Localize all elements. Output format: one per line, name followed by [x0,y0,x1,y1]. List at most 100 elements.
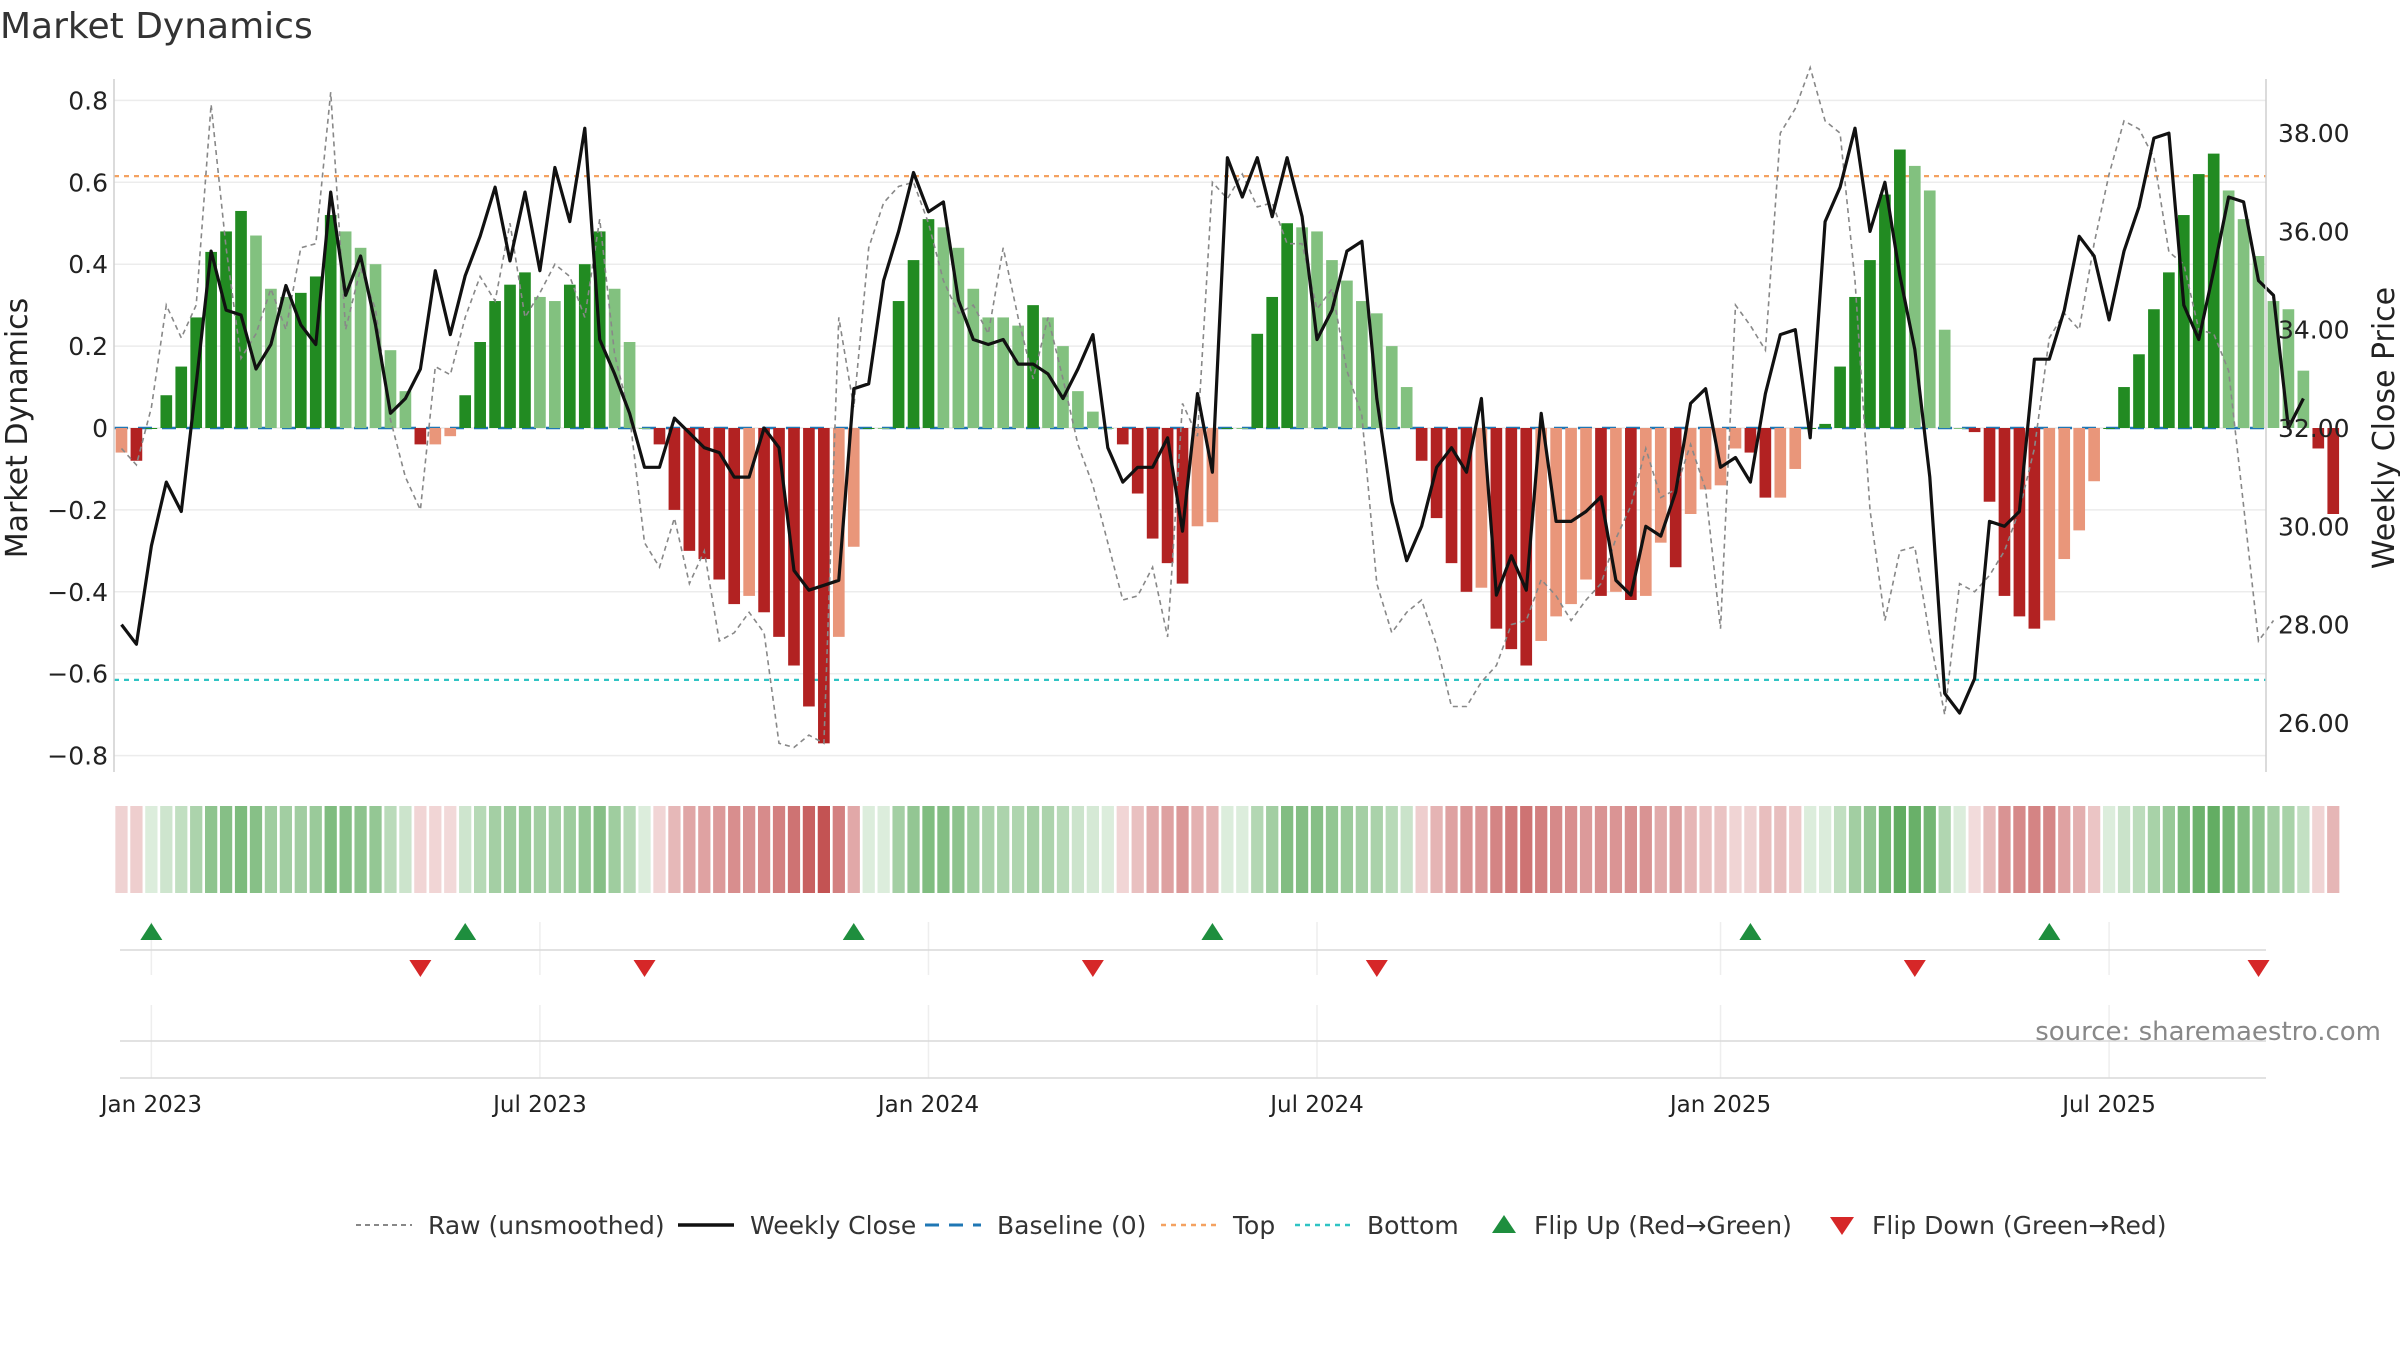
dynamics-bar [563,284,576,428]
heat-cell [1684,806,1697,893]
legend-item-raw: Raw (unsmoothed) [356,1211,665,1240]
heat-cell [205,806,218,893]
heat-cell [279,806,292,893]
dynamics-bar [1894,149,1906,428]
dynamics-bar [1580,428,1592,580]
dynamics-bar [922,219,935,428]
y-tick-label: −0.6 [47,660,108,689]
heat-cell [1564,806,1578,893]
heat-cell [982,806,995,893]
heat-cell [877,806,890,893]
heat-cell [892,806,905,893]
dynamics-bar [2088,428,2100,482]
legend-item-flip_up: Flip Up (Red→Green) [1492,1211,1792,1240]
heat-cell [2028,806,2041,893]
dynamics-bar [743,428,755,596]
dynamics-bar [250,235,262,428]
dynamics-bar [2133,354,2145,428]
heat-cell [2088,806,2101,893]
dynamics-bar [2267,301,2280,428]
heat-cell [2327,806,2340,893]
heat-cell [1863,806,1877,893]
heat-cell [1714,806,1727,893]
heat-cell [175,806,188,893]
dynamics-bar [1206,428,1219,523]
heat-cell [1415,806,1428,893]
dynamics-bar [429,428,442,445]
dynamics-bar [1834,366,1846,428]
heat-cell [354,806,367,893]
legend-label: Baseline (0) [997,1211,1146,1240]
dynamics-bar [1535,428,1548,641]
heat-cell [1460,806,1473,893]
gridlines [114,99,2266,757]
dynamics-bar [1714,428,1727,486]
heat-cell [1804,806,1817,893]
flip-up-marker [2038,923,2061,940]
y2-tick-label: 34.00 [2278,316,2350,345]
y-tick-label: −0.8 [47,742,108,771]
dynamics-bar [489,301,501,428]
dynamics-bar [847,428,860,547]
heat-cell [2312,806,2325,893]
heat-cell [847,806,860,893]
flip-up-marker [842,923,865,940]
heat-cell [2252,806,2265,893]
dynamics-bar [1699,428,1712,490]
dynamics-bar [1146,428,1159,539]
heat-cell [922,806,935,893]
dynamics-bar [265,288,277,428]
heat-cell [1236,806,1249,893]
flip-down-marker [1365,960,1388,977]
dynamics-bar [1998,428,2011,596]
heat-cell [533,806,547,893]
x-tick-label: Jul 2023 [491,1092,587,1118]
heat-cell [1131,806,1144,893]
y2-tick-label: 30.00 [2278,512,2350,541]
heat-cell [1041,806,1055,893]
dynamics-bar [414,428,427,445]
dynamics-bar [1266,296,1279,428]
dynamics-bar [1625,428,1637,600]
dynamics-bar [683,428,696,551]
x-tick-label: Jul 2025 [2060,1092,2156,1118]
dynamics-bar [698,428,711,560]
dynamics-bar [160,395,173,428]
dynamics-bar [519,272,531,428]
heat-cell [1923,806,1936,893]
heat-cell [967,806,980,893]
dynamics-bar [309,276,322,428]
dynamics-bar [1639,428,1652,596]
y-tick-label: 0.2 [68,332,108,361]
dynamics-bar [1953,428,1966,429]
dynamics-bar [1729,428,1742,449]
heat-cell [249,806,263,893]
flip-down-marker [633,960,656,977]
heat-cell [1550,806,1563,893]
dynamics-bar [1281,223,1293,428]
chart-title: Market Dynamics [0,6,313,47]
heat-cell [190,806,203,893]
raw-series [120,64,2275,749]
heat-cell [2013,806,2026,893]
heat-cell [1161,806,1174,893]
heat-cell [1221,806,1234,893]
dynamics-bar [115,428,128,453]
y2-axis-ticks: 38.00 36.00 34.00 32.00 30.00 28.00 26.00 [2278,119,2350,738]
flip-marker-panel [120,922,2270,977]
heat-cell [1400,806,1413,893]
heat-cell [2117,806,2131,893]
heat-cell [1609,806,1623,893]
dynamics-bar [623,342,636,428]
legend: Raw (unsmoothed) Weekly Close Baseline (0)… [356,1211,2167,1240]
y-axis-label: Market Dynamics [0,298,35,559]
dynamics-bar [324,215,337,428]
dynamics-bar [549,301,561,428]
dynamics-bar [1923,190,1936,428]
dynamics-bar [294,292,307,428]
dynamics-bar [444,428,457,437]
y-tick-label: 0.6 [68,168,108,197]
legend-item-bottom: Bottom [1295,1211,1459,1240]
heat-cell [1579,806,1593,893]
dynamics-bar [280,296,292,428]
